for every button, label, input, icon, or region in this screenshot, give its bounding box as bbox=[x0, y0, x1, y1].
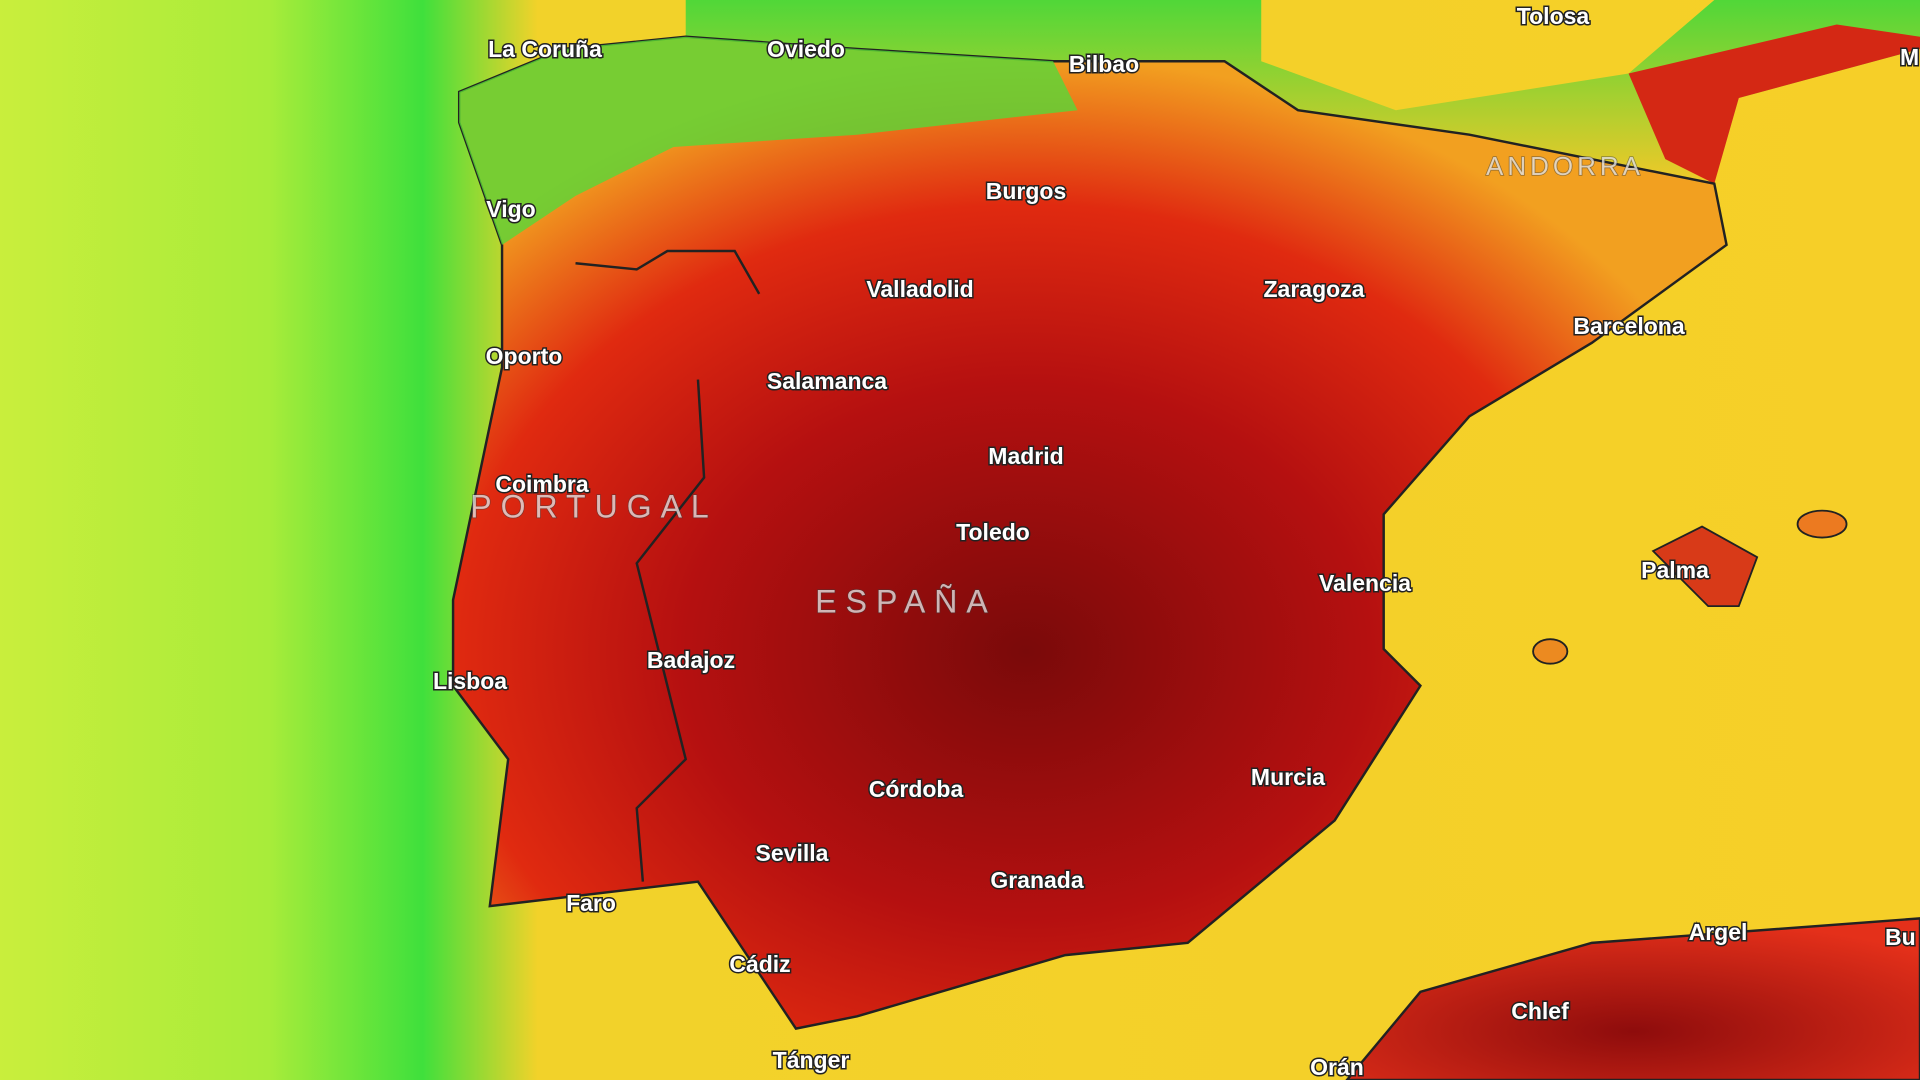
city-label: Madrid bbox=[988, 443, 1063, 469]
city-label: Palma bbox=[1641, 557, 1709, 583]
city-label: Oporto bbox=[486, 343, 563, 369]
city-label: Salamanca bbox=[767, 368, 887, 394]
city-label: Cádiz bbox=[729, 951, 790, 977]
city-label: Valencia bbox=[1319, 570, 1411, 596]
city-label: Faro bbox=[566, 890, 616, 916]
city-label: Zaragoza bbox=[1264, 276, 1365, 302]
land bbox=[451, 0, 1920, 1080]
city-label: Burgos bbox=[986, 178, 1067, 204]
city-label: Murcia bbox=[1251, 764, 1325, 790]
city-label: Lisboa bbox=[433, 668, 507, 694]
city-label: Badajoz bbox=[647, 647, 735, 673]
menorca bbox=[1796, 509, 1848, 539]
border bbox=[575, 249, 761, 882]
country-label: ANDORRA bbox=[1486, 151, 1644, 181]
country-labels: PORTUGAL ESPAÑA ANDORRA bbox=[470, 150, 1644, 620]
city-label: Orán bbox=[1310, 1054, 1364, 1080]
france-region bbox=[685, 0, 1920, 184]
city-label: Oviedo bbox=[767, 36, 845, 62]
city-label: Tolosa bbox=[1517, 3, 1590, 29]
france-heat bbox=[1628, 24, 1920, 184]
city-label: Argel bbox=[1689, 919, 1748, 945]
city-label: Valladolid bbox=[866, 276, 973, 302]
iberia bbox=[451, 35, 1728, 1030]
city-label: Tánger bbox=[773, 1047, 850, 1073]
north-coast bbox=[459, 36, 1078, 245]
city-labels: La Coruña Oviedo Bilbao Tolosa M Burgos … bbox=[431, 2, 1920, 1080]
city-label: M bbox=[1900, 44, 1919, 70]
city-label: Córdoba bbox=[869, 776, 964, 802]
city-label: Coimbra bbox=[495, 471, 589, 497]
city-label: Vigo bbox=[486, 196, 535, 222]
city-label: Sevilla bbox=[756, 840, 829, 866]
mallorca bbox=[1651, 525, 1759, 608]
north-africa bbox=[1345, 917, 1920, 1080]
city-label: Bu bbox=[1885, 924, 1916, 950]
city-label: Bilbao bbox=[1069, 51, 1139, 77]
city-label: La Coruña bbox=[488, 36, 602, 62]
city-label: Chlef bbox=[1511, 998, 1569, 1024]
city-label: Barcelona bbox=[1573, 313, 1684, 339]
country-label: PORTUGAL bbox=[470, 488, 717, 524]
city-label: Granada bbox=[990, 867, 1084, 893]
country-label: ESPAÑA bbox=[815, 583, 996, 619]
city-label: Toledo bbox=[956, 519, 1030, 545]
ibiza bbox=[1532, 638, 1569, 665]
